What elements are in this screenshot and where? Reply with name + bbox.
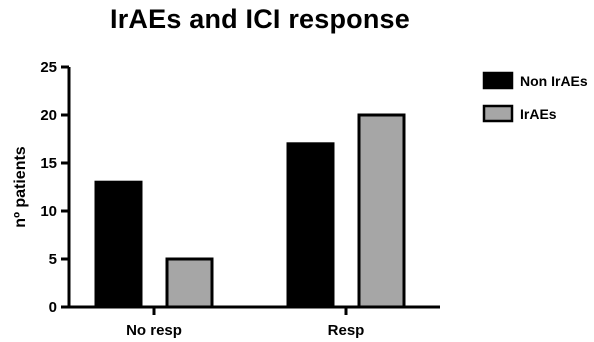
bars xyxy=(94,113,406,309)
bar-non-iraes-no-resp xyxy=(94,180,143,309)
y-tick-label: 5 xyxy=(49,251,57,268)
bar-iraes-resp xyxy=(357,113,406,309)
y-tick-label: 10 xyxy=(40,203,57,220)
legend-swatch xyxy=(482,104,514,123)
y-tick-label: 0 xyxy=(49,299,57,316)
legend-label: Non IrAEs xyxy=(520,73,588,89)
x-tick-label: Resp xyxy=(328,322,365,339)
legend-label: IrAEs xyxy=(520,106,557,122)
y-tick-label: 15 xyxy=(40,155,57,172)
bar-iraes-no-resp xyxy=(165,257,214,309)
legend-swatch xyxy=(482,71,514,90)
y-tick-label: 25 xyxy=(40,59,57,76)
legend: Non IrAEs IrAEs xyxy=(482,71,588,123)
bar-non-iraes-resp xyxy=(286,142,335,309)
y-tick-label: 20 xyxy=(40,107,57,124)
chart-title: IrAEs and ICI response xyxy=(110,4,410,34)
x-tick-label: No resp xyxy=(126,322,182,339)
y-axis-label: nº patients xyxy=(12,146,29,228)
